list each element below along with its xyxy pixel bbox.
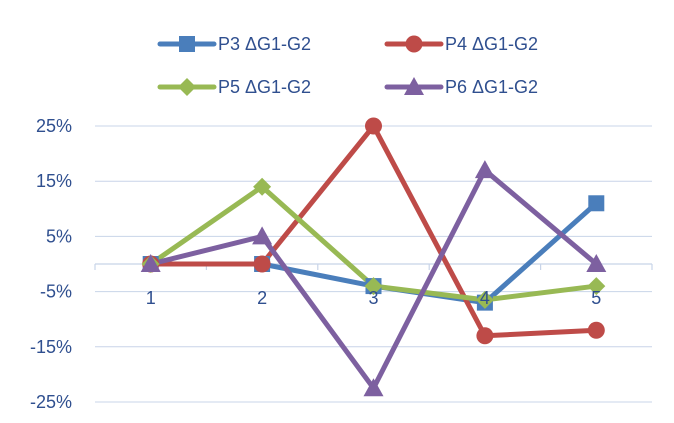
data-point-triangle [252, 226, 273, 245]
legend-marker-diamond [178, 78, 196, 96]
y-axis-tick-labels: 25% 15% 5% -5% -15% -25% [30, 116, 72, 412]
legend-entry: P5 ΔG1-G2 [157, 77, 311, 97]
legend-entry: P4 ΔG1-G2 [384, 34, 538, 54]
data-point-circle [253, 255, 271, 273]
data-point-circle [587, 321, 605, 339]
data-point-triangle [586, 254, 607, 272]
legend-marker-circle [405, 35, 423, 53]
x-tick-label: 2 [257, 288, 267, 308]
x-axis-tick-labels: 1 2 3 4 5 [146, 288, 602, 308]
data-point-triangle [474, 160, 495, 179]
x-tick-label: 1 [146, 288, 156, 308]
legend-label: P6 ΔG1-G2 [445, 77, 538, 97]
y-tick-label: 25% [36, 116, 72, 136]
data-point-triangle [363, 378, 384, 397]
data-point-square [588, 195, 605, 212]
y-tick-label: -5% [40, 282, 72, 302]
legend-label: P5 ΔG1-G2 [218, 77, 311, 97]
legend-label: P3 ΔG1-G2 [218, 34, 311, 54]
x-tick-label: 3 [368, 288, 378, 308]
data-point-diamond [587, 277, 606, 296]
x-tick-label: 5 [591, 288, 601, 308]
legend-entry: P6 ΔG1-G2 [384, 77, 538, 97]
data-point-diamond [475, 290, 494, 309]
data-point-diamond [364, 277, 383, 296]
data-point-circle [365, 117, 382, 135]
legend-label: P4 ΔG1-G2 [445, 34, 538, 54]
data-point-diamond [253, 177, 272, 196]
data-point-circle [476, 327, 494, 345]
y-tick-label: 5% [46, 226, 72, 246]
data-point-triangle [140, 254, 161, 272]
legend-marker-triangle [404, 77, 424, 95]
legend-marker-square [179, 36, 195, 52]
x-tick-label: 4 [480, 288, 490, 308]
y-tick-label: -15% [30, 337, 72, 357]
legend-entry: P3 ΔG1-G2 [157, 34, 311, 54]
y-tick-label: 15% [36, 171, 72, 191]
series-markers [140, 117, 607, 397]
legend: P3 ΔG1-G2 P4 ΔG1-G2 P5 ΔG1-G2 P6 ΔG1-G2 [157, 34, 538, 97]
y-tick-label: -25% [30, 392, 72, 412]
